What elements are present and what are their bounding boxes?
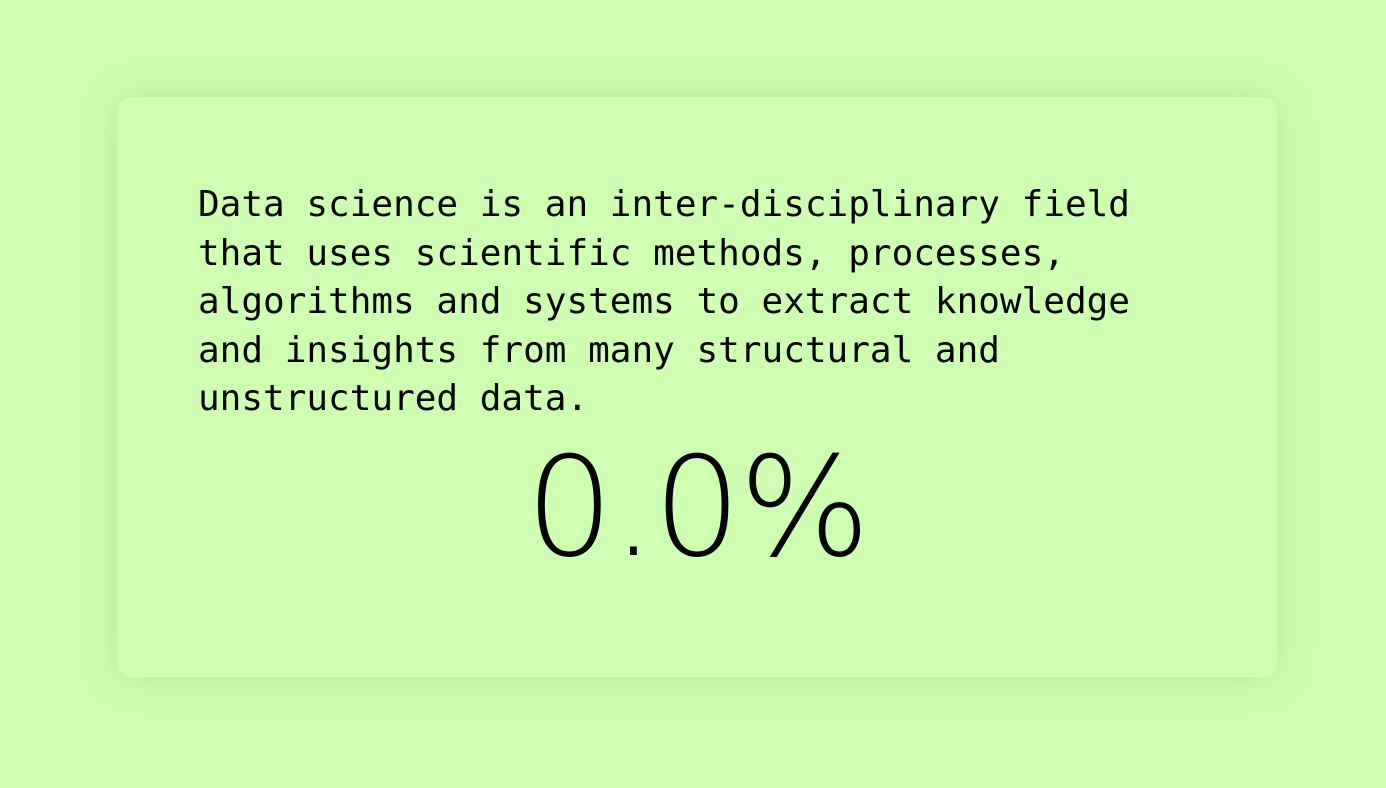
typing-card: Data science is an inter-disciplinary fi… — [117, 97, 1277, 677]
progress-percentage: 0.0% — [525, 427, 871, 588]
typing-passage-text: Data science is an inter-disciplinary fi… — [198, 184, 1130, 419]
